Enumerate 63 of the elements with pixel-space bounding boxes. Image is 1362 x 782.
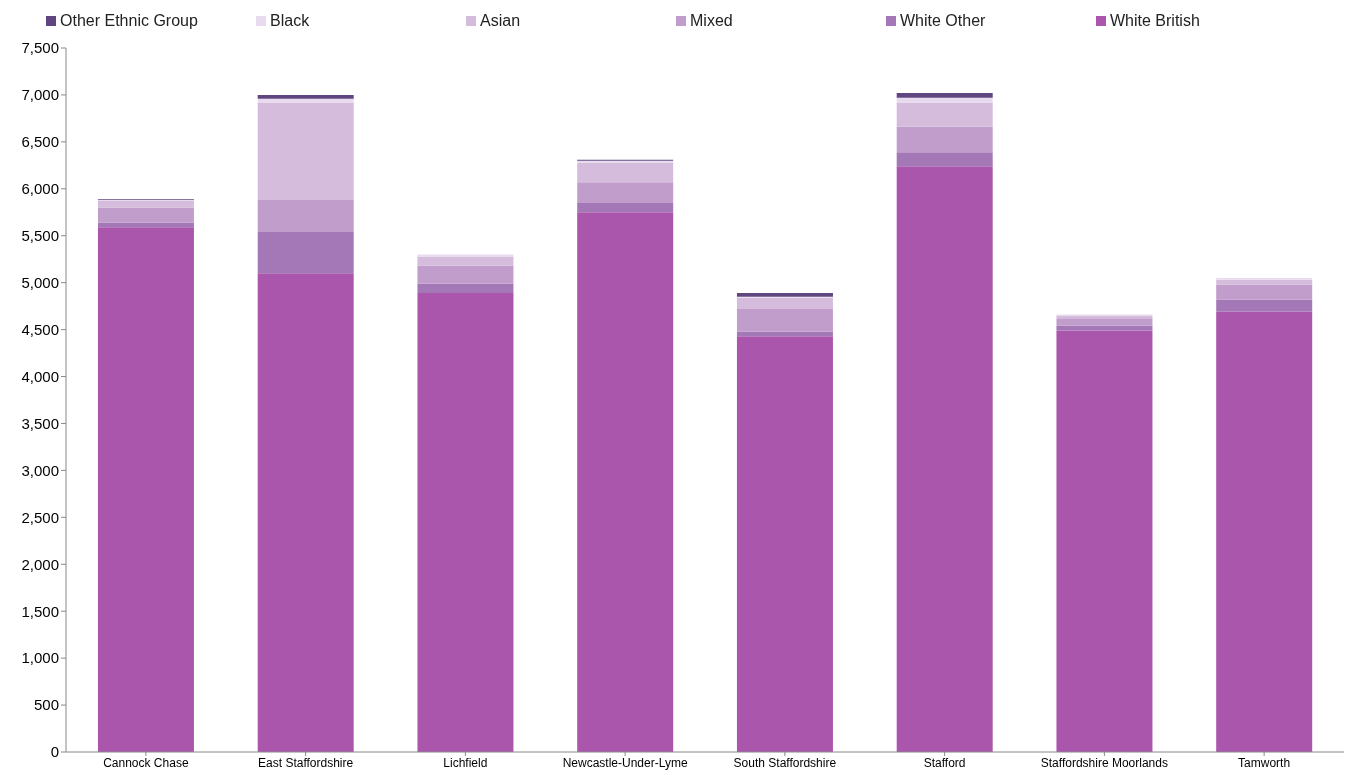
x-tick-label: South Staffordshire <box>733 755 837 770</box>
bar <box>1056 325 1153 331</box>
y-tick-label: 4,500 <box>21 320 59 338</box>
bar <box>97 227 194 752</box>
legend-label: White British <box>1110 12 1200 30</box>
y-tick-label: 6,500 <box>21 133 59 151</box>
legend-label: Mixed <box>690 12 733 30</box>
bar <box>257 94 354 99</box>
y-tick-label: 7,000 <box>21 86 59 104</box>
bar <box>736 336 833 752</box>
x-tick-label: Staffordshire Moorlands <box>1040 755 1168 770</box>
bar <box>736 331 833 337</box>
bar <box>1056 318 1153 326</box>
bar <box>896 126 993 153</box>
bar <box>896 166 993 752</box>
x-tick-label: Tamworth <box>1238 755 1291 770</box>
y-tick-label: 1,500 <box>21 602 59 620</box>
bar <box>577 212 674 752</box>
y-tick-label: 4,000 <box>21 367 59 385</box>
bar <box>577 182 674 203</box>
x-tick-label: Lichfield <box>443 755 488 770</box>
bar <box>896 152 993 167</box>
legend-label: Asian <box>480 12 521 30</box>
bar <box>577 202 674 213</box>
x-tick-label: Stafford <box>923 755 966 770</box>
y-tick-label: 0 <box>50 743 59 761</box>
x-tick-label: East Staffordshire <box>258 755 354 770</box>
x-tick-label: Cannock Chase <box>103 755 189 770</box>
bar <box>1216 299 1313 312</box>
legend-label: Black <box>270 12 310 30</box>
bar <box>257 200 354 232</box>
y-tick-label: 6,000 <box>21 180 59 198</box>
y-tick-label: 2,000 <box>21 555 59 573</box>
y-tick-label: 7,500 <box>21 39 59 57</box>
bar <box>417 283 514 293</box>
bar <box>257 231 354 274</box>
y-tick-label: 500 <box>33 696 59 714</box>
bar <box>1216 284 1313 300</box>
bar <box>1056 330 1153 752</box>
legend-label: Other Ethnic Group <box>60 12 198 30</box>
bar <box>417 256 514 266</box>
bar <box>97 207 194 223</box>
y-tick-label: 5,000 <box>21 273 59 291</box>
bar <box>257 273 354 752</box>
bar <box>1216 279 1313 285</box>
x-tick-label: Newcastle-Under-Lyme <box>562 755 688 770</box>
bar <box>577 162 674 183</box>
bar <box>417 292 514 752</box>
bar <box>97 201 194 208</box>
y-tick-label: 1,000 <box>21 649 59 667</box>
bar <box>736 308 833 332</box>
y-tick-label: 2,500 <box>21 508 59 526</box>
bar <box>736 297 833 309</box>
bar <box>417 265 514 284</box>
bar <box>896 102 993 127</box>
y-tick-label: 3,500 <box>21 414 59 432</box>
bar <box>896 93 993 98</box>
y-tick-label: 5,500 <box>21 227 59 245</box>
y-tick-label: 3,000 <box>21 461 59 479</box>
bar <box>1216 311 1313 752</box>
legend-label: White Other <box>900 12 986 30</box>
bar <box>736 292 833 297</box>
bar <box>257 102 354 201</box>
